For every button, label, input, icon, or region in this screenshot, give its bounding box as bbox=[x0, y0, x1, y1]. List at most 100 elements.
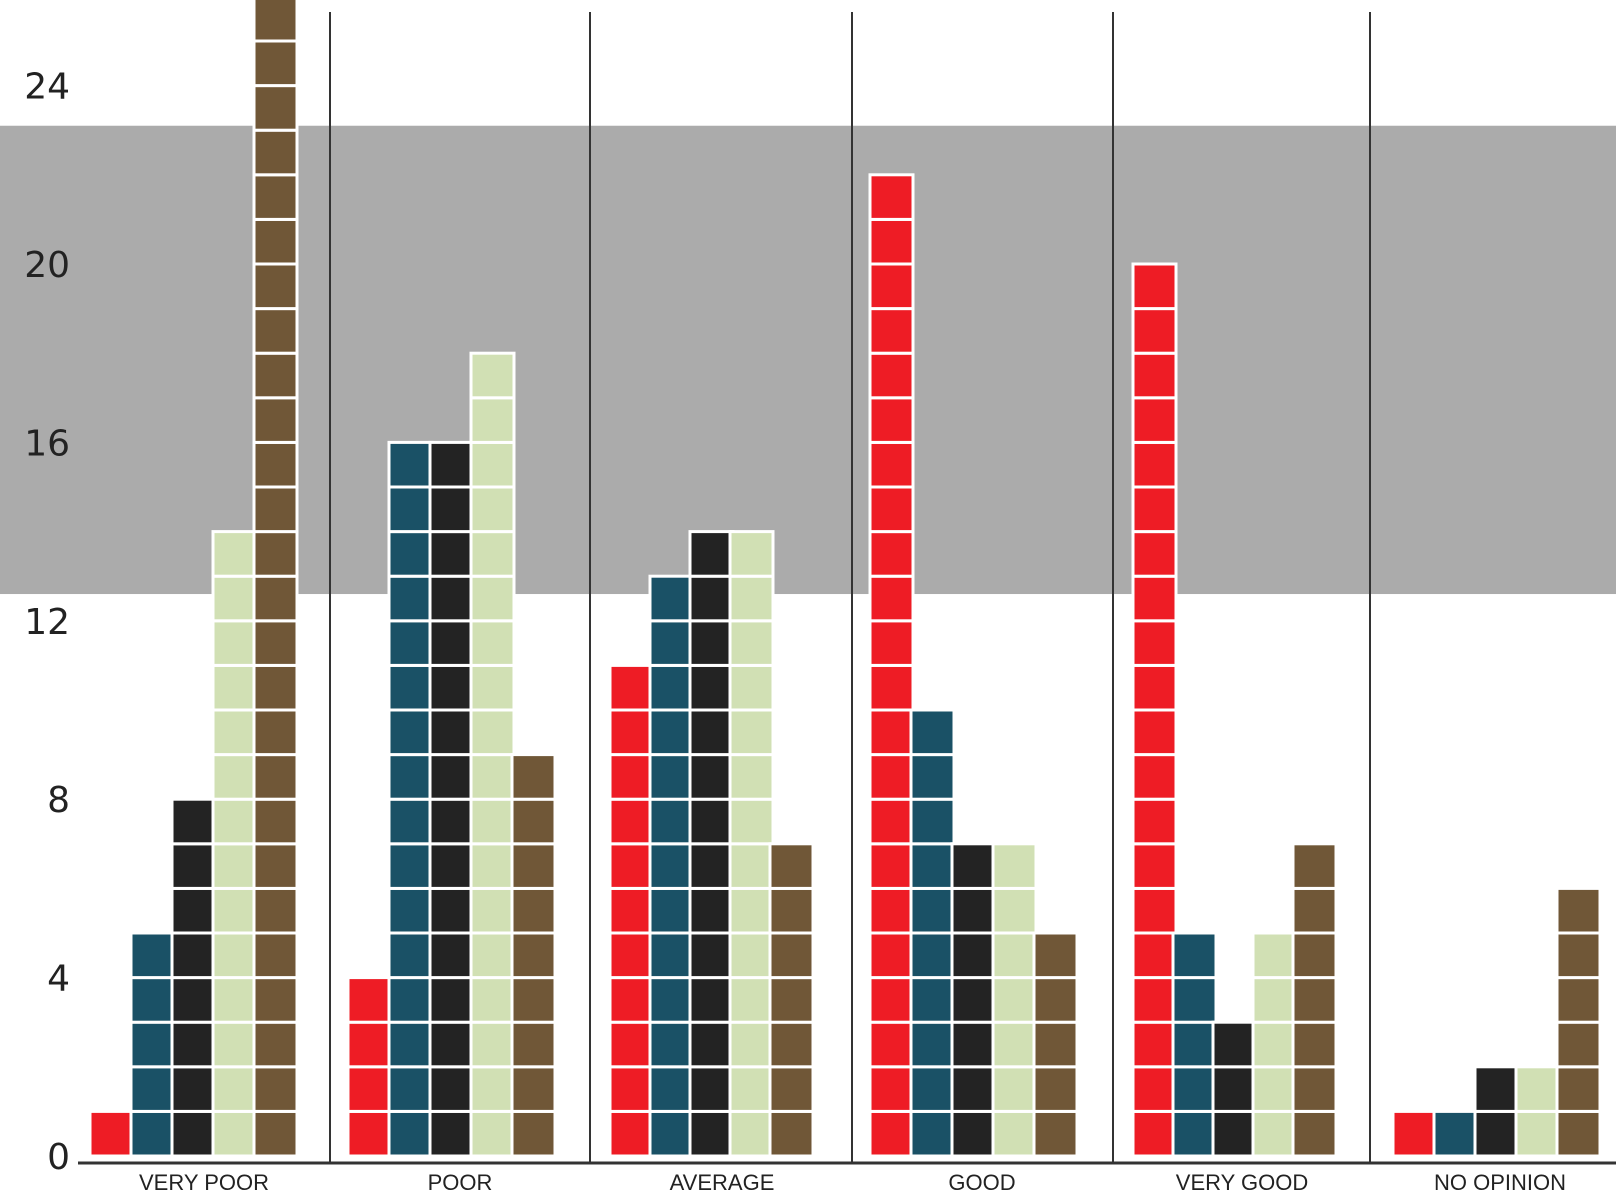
bar-block bbox=[728, 1109, 775, 1158]
bar-block bbox=[428, 1065, 475, 1113]
bar-block bbox=[1211, 1065, 1258, 1113]
bar-block bbox=[1131, 307, 1178, 355]
bar-block bbox=[608, 708, 655, 757]
bar-block bbox=[608, 663, 655, 712]
bar-block bbox=[346, 1065, 393, 1113]
bar-block bbox=[428, 797, 475, 846]
bar-block bbox=[428, 753, 475, 801]
bar-block bbox=[1171, 1109, 1218, 1158]
x-axis-ticks: VERY POOR POOR AVERAGE GOOD VERY GOOD NO OPIN… bbox=[139, 1170, 1566, 1195]
bar-block bbox=[768, 886, 815, 935]
bar-block bbox=[648, 1109, 695, 1158]
bar-block bbox=[648, 842, 695, 890]
bar-block bbox=[768, 976, 815, 1024]
bar-block bbox=[252, 0, 299, 43]
bar-block bbox=[1131, 842, 1178, 890]
bar-block bbox=[469, 976, 516, 1024]
bar-block bbox=[1555, 976, 1602, 1024]
bar-block bbox=[387, 753, 434, 801]
bar-block bbox=[252, 396, 299, 444]
bar-block bbox=[909, 797, 956, 846]
bar-block bbox=[688, 708, 735, 757]
bar-block bbox=[1251, 931, 1298, 980]
bar-block bbox=[688, 1020, 735, 1069]
bar-block bbox=[950, 1109, 997, 1158]
bar-block bbox=[728, 574, 775, 623]
bar-block bbox=[909, 1065, 956, 1113]
bar-block bbox=[868, 485, 915, 534]
bar-block bbox=[428, 1020, 475, 1069]
y-tick-label: 4 bbox=[47, 959, 70, 1000]
bar-block bbox=[1555, 886, 1602, 935]
bar-block bbox=[1555, 1065, 1602, 1113]
bar-block bbox=[346, 1109, 393, 1158]
bar-block bbox=[170, 931, 217, 980]
bar-block bbox=[1131, 574, 1178, 623]
bar-block bbox=[252, 84, 299, 132]
bar-block bbox=[510, 931, 557, 980]
bar-block bbox=[1131, 619, 1178, 667]
bar-block bbox=[648, 1065, 695, 1113]
bar-block bbox=[1251, 1065, 1298, 1113]
bar-block bbox=[1291, 976, 1338, 1024]
bar-block bbox=[868, 217, 915, 266]
bar-block bbox=[648, 1020, 695, 1069]
y-tick-label: 8 bbox=[47, 780, 70, 821]
bar-block bbox=[387, 1065, 434, 1113]
bar-block bbox=[991, 886, 1038, 935]
bar-block bbox=[387, 976, 434, 1024]
bar-block bbox=[868, 842, 915, 890]
x-tick-label: NO OPINION bbox=[1434, 1170, 1566, 1195]
bar-block bbox=[469, 663, 516, 712]
bar-block bbox=[346, 1020, 393, 1069]
bar-block bbox=[1514, 1109, 1561, 1158]
bar-block bbox=[648, 976, 695, 1024]
bar-block bbox=[1251, 1109, 1298, 1158]
bar-block bbox=[170, 886, 217, 935]
bar-block bbox=[387, 530, 434, 578]
bar-block bbox=[428, 574, 475, 623]
bar-block bbox=[991, 1109, 1038, 1158]
bar-block bbox=[909, 931, 956, 980]
bar-block bbox=[868, 797, 915, 846]
bar-block bbox=[950, 976, 997, 1024]
bar-block bbox=[1211, 1020, 1258, 1069]
bar-block bbox=[211, 663, 258, 712]
bar-block bbox=[252, 351, 299, 400]
bar-block bbox=[252, 440, 299, 489]
bar-block bbox=[688, 530, 735, 578]
bar-block bbox=[728, 886, 775, 935]
bar-block bbox=[129, 1109, 176, 1158]
bar-block bbox=[387, 440, 434, 489]
bar-block bbox=[1171, 1020, 1218, 1069]
highlight-band bbox=[0, 125, 1616, 595]
bar-block bbox=[387, 931, 434, 980]
y-tick-label: 20 bbox=[24, 245, 70, 286]
y-tick-label: 12 bbox=[24, 602, 70, 643]
bar-block bbox=[387, 574, 434, 623]
bar-block bbox=[648, 797, 695, 846]
bar-block bbox=[648, 708, 695, 757]
bar-block bbox=[868, 886, 915, 935]
bar-block bbox=[991, 976, 1038, 1024]
bar-block bbox=[1032, 976, 1079, 1024]
bar-block bbox=[728, 1020, 775, 1069]
bar-block bbox=[129, 931, 176, 980]
bar-block bbox=[1171, 931, 1218, 980]
bar-block bbox=[469, 1020, 516, 1069]
bar-block bbox=[211, 1020, 258, 1069]
bar-block bbox=[768, 1065, 815, 1113]
bar-block bbox=[608, 753, 655, 801]
bar-block bbox=[88, 1109, 135, 1158]
bar-block bbox=[252, 1109, 299, 1158]
bar-block bbox=[252, 708, 299, 757]
bar-block bbox=[728, 1065, 775, 1113]
bar-block bbox=[252, 797, 299, 846]
bar-block bbox=[129, 1065, 176, 1113]
bar-block bbox=[688, 753, 735, 801]
bar-block bbox=[688, 663, 735, 712]
bar-block bbox=[688, 976, 735, 1024]
bar-block bbox=[728, 753, 775, 801]
bar-block bbox=[608, 931, 655, 980]
category-separators bbox=[329, 12, 1371, 1163]
